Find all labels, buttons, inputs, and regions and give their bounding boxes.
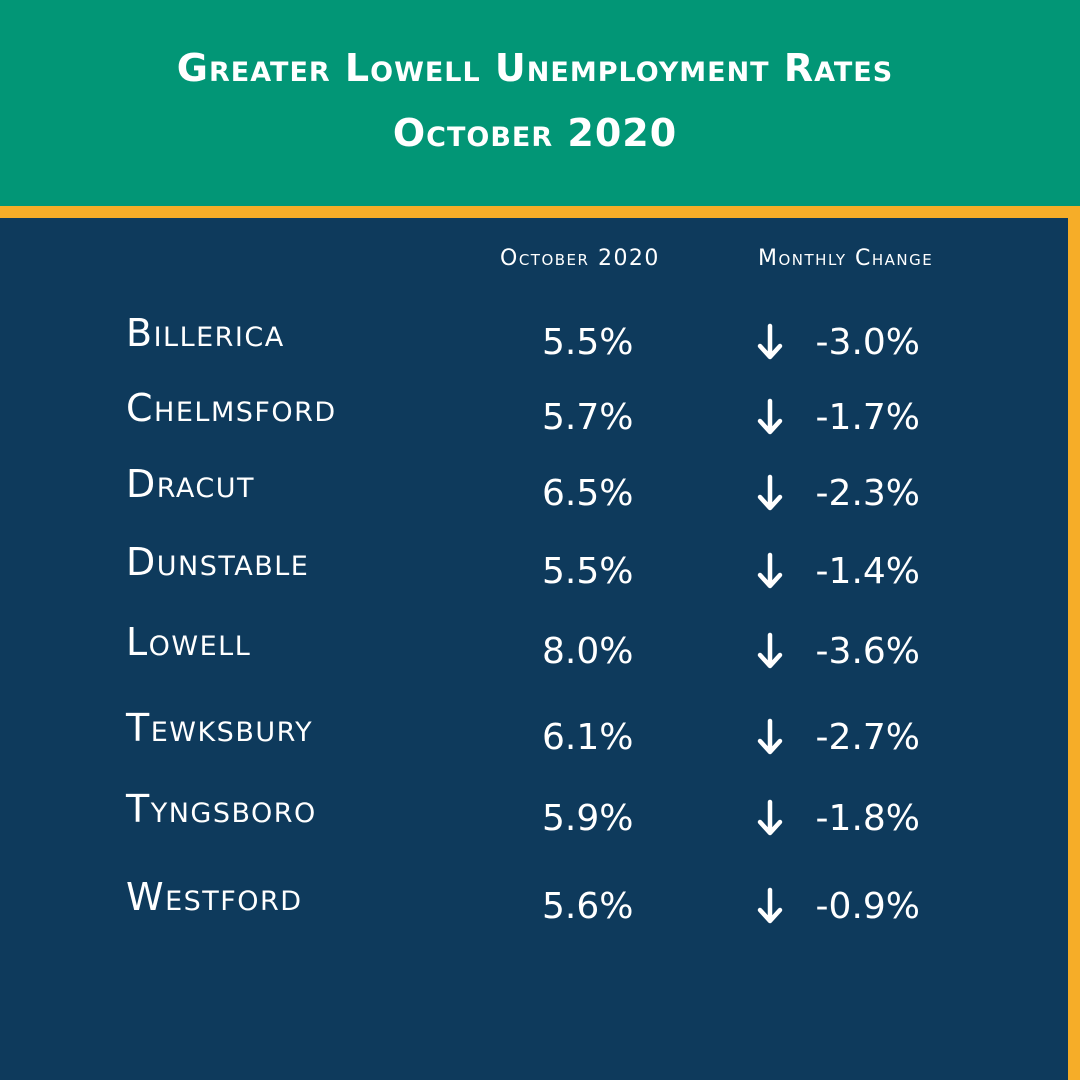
table-row: Dracut 6.5% -2.3% bbox=[0, 459, 1060, 519]
town-name: Chelmsford bbox=[126, 386, 337, 430]
monthly-change-value: -2.7% bbox=[815, 717, 920, 758]
table-row: Tewksbury 6.1% -2.7% bbox=[0, 703, 1060, 763]
down-arrow-icon bbox=[757, 398, 783, 435]
table-row: Chelmsford 5.7% -1.7% bbox=[0, 383, 1060, 443]
town-name: Dunstable bbox=[126, 540, 310, 584]
down-arrow-icon bbox=[757, 887, 783, 924]
town-name: Tyngsboro bbox=[126, 787, 317, 831]
table-row: Tyngsboro 5.9% -1.8% bbox=[0, 784, 1060, 844]
monthly-change-value: -3.0% bbox=[815, 322, 920, 363]
down-arrow-icon bbox=[757, 552, 783, 589]
town-name: Lowell bbox=[126, 620, 252, 664]
rate-value: 6.5% bbox=[542, 473, 634, 514]
column-header-rate: October 2020 bbox=[500, 246, 660, 271]
down-arrow-icon bbox=[757, 718, 783, 755]
rate-value: 5.9% bbox=[542, 798, 634, 839]
down-arrow-icon bbox=[757, 799, 783, 836]
rate-value: 5.6% bbox=[542, 886, 634, 927]
rate-value: 8.0% bbox=[542, 631, 634, 672]
down-arrow-icon bbox=[757, 632, 783, 669]
table-row: Dunstable 5.5% -1.4% bbox=[0, 537, 1060, 597]
table-row: Westford 5.6% -0.9% bbox=[0, 872, 1060, 932]
down-arrow-icon bbox=[757, 323, 783, 360]
column-header-change: Monthly Change bbox=[758, 246, 934, 271]
page-subtitle: October 2020 bbox=[392, 111, 678, 155]
monthly-change-value: -1.8% bbox=[815, 798, 920, 839]
monthly-change-value: -1.4% bbox=[815, 551, 920, 592]
town-name: Westford bbox=[126, 875, 303, 919]
monthly-change-value: -0.9% bbox=[815, 886, 920, 927]
town-name: Dracut bbox=[126, 462, 256, 506]
accent-border-right bbox=[1068, 206, 1080, 1080]
table-row: Lowell 8.0% -3.6% bbox=[0, 617, 1060, 677]
accent-border-top bbox=[0, 206, 1080, 218]
header-banner: Greater Lowell Unemployment Rates Octobe… bbox=[0, 0, 1080, 206]
down-arrow-icon bbox=[757, 474, 783, 511]
table-row: Billerica 5.5% -3.0% bbox=[0, 308, 1060, 368]
town-name: Tewksbury bbox=[126, 706, 314, 750]
rate-value: 5.5% bbox=[542, 322, 634, 363]
rate-value: 6.1% bbox=[542, 717, 634, 758]
town-name: Billerica bbox=[126, 311, 285, 355]
rate-value: 5.5% bbox=[542, 551, 634, 592]
monthly-change-value: -3.6% bbox=[815, 631, 920, 672]
page-title: Greater Lowell Unemployment Rates bbox=[176, 46, 894, 90]
monthly-change-value: -1.7% bbox=[815, 397, 920, 438]
monthly-change-value: -2.3% bbox=[815, 473, 920, 514]
rate-value: 5.7% bbox=[542, 397, 634, 438]
